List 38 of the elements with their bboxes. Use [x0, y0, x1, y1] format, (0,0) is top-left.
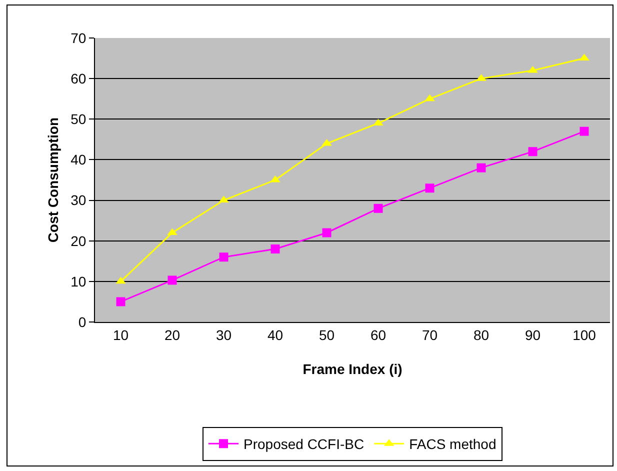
point: [270, 244, 280, 254]
point: [476, 163, 486, 172]
y-tick-label: 0: [78, 314, 86, 330]
point: [424, 94, 435, 102]
x-tick-label: 50: [318, 326, 335, 343]
point: [374, 204, 383, 213]
point: [218, 196, 229, 203]
x-tick-label: 20: [164, 326, 180, 343]
point: [528, 66, 538, 73]
y-axis-title: Cost Consumption: [45, 117, 62, 243]
y-tick-label: 30: [70, 192, 86, 208]
y-tick-label: 60: [70, 70, 86, 86]
point: [322, 228, 332, 238]
point: [219, 252, 228, 262]
point: [528, 147, 538, 156]
point: [425, 184, 434, 193]
point: [580, 126, 589, 136]
x-tick-label: 30: [216, 326, 232, 343]
y-tick-label: 20: [70, 232, 86, 249]
y-tick-label: 70: [70, 30, 86, 46]
y-tick-label: 40: [70, 152, 86, 168]
legend-label: FACS method: [409, 436, 496, 452]
x-axis-title: Frame Index (i): [302, 361, 402, 378]
point: [579, 54, 590, 61]
x-tick-label: 70: [422, 326, 438, 343]
point: [322, 138, 332, 146]
x-tick-label: 100: [572, 326, 596, 343]
x-tick-label: 40: [267, 326, 284, 343]
x-tick-label: 10: [112, 326, 129, 343]
x-tick-label: 80: [473, 326, 490, 343]
legend-label: Proposed CCFI-BC: [244, 436, 364, 452]
point: [168, 276, 177, 285]
y-tick-label: 50: [70, 111, 86, 128]
point: [116, 297, 126, 306]
x-tick-label: 60: [370, 326, 386, 343]
x-tick-label: 90: [524, 326, 541, 343]
y-tick-label: 10: [70, 273, 86, 290]
point: [116, 276, 126, 284]
